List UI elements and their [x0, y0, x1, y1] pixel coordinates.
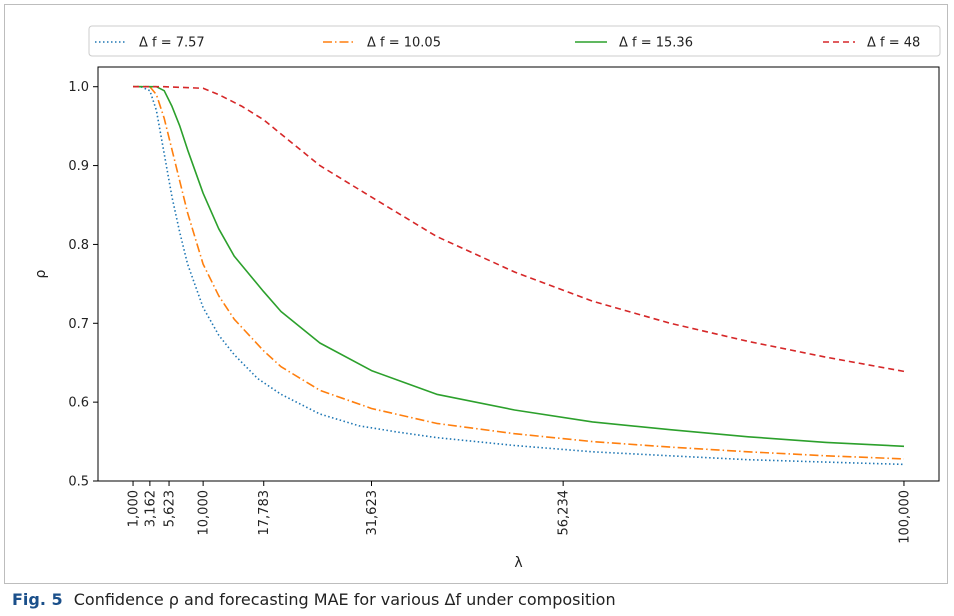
- y-tick-label: 0.8: [68, 238, 89, 253]
- series-line-1: [133, 85, 905, 466]
- y-tick-label: 0.9: [68, 159, 89, 174]
- x-tick-label: 5,623: [163, 490, 178, 527]
- x-tick-label: 100,000: [897, 490, 912, 544]
- y-tick-label: 0.7: [68, 317, 89, 332]
- plot-area: [133, 85, 905, 466]
- series-line-3: [133, 85, 905, 448]
- legend-label-2: Δ f = 10.05: [367, 36, 441, 51]
- y-tick-label: 0.5: [68, 475, 89, 490]
- x-tick-label: 56,234: [557, 490, 572, 536]
- x-tick-label: 1,000: [127, 490, 142, 527]
- legend-box: [88, 25, 941, 57]
- caption-text: Confidence ρ and forecasting MAE for var…: [73, 590, 616, 609]
- figure-number: Fig. 5: [12, 590, 63, 609]
- legend-label-1: Δ f = 7.57: [139, 36, 205, 51]
- legend-label-3: Δ f = 15.36: [619, 36, 693, 51]
- legend: Δ f = 7.57 Δ f = 10.05 Δ f = 15.36 Δ f = 48: [88, 25, 941, 57]
- legend-label-4: Δ f = 48: [867, 36, 920, 51]
- y-tick-label: 0.6: [68, 396, 89, 411]
- line-chart: Δ f = 7.57 Δ f = 10.05 Δ f = 15.36 Δ f = 48…: [33, 25, 941, 571]
- y-tick-label: 1.0: [68, 80, 89, 95]
- x-tick-label: 10,000: [197, 490, 212, 536]
- x-tick-label: 31,623: [365, 490, 380, 536]
- y-axis-label: ρ: [33, 269, 49, 278]
- x-tick-label: 3,162: [143, 490, 158, 527]
- axes: 0.5 0.6 0.7 0.8 0.9 1.0 1,000 3,162 5,623 10,000 1…: [68, 66, 940, 544]
- series-line-4: [133, 85, 905, 373]
- plot-frame: [97, 66, 940, 482]
- x-axis-label: λ: [514, 555, 522, 571]
- x-tick-label: 17,783: [257, 490, 272, 536]
- figure-caption: Fig. 5 Confidence ρ and forecasting MAE …: [12, 590, 616, 609]
- series-line-2: [133, 85, 905, 460]
- figure-frame: Δ f = 7.57 Δ f = 10.05 Δ f = 15.36 Δ f = 48…: [4, 4, 948, 584]
